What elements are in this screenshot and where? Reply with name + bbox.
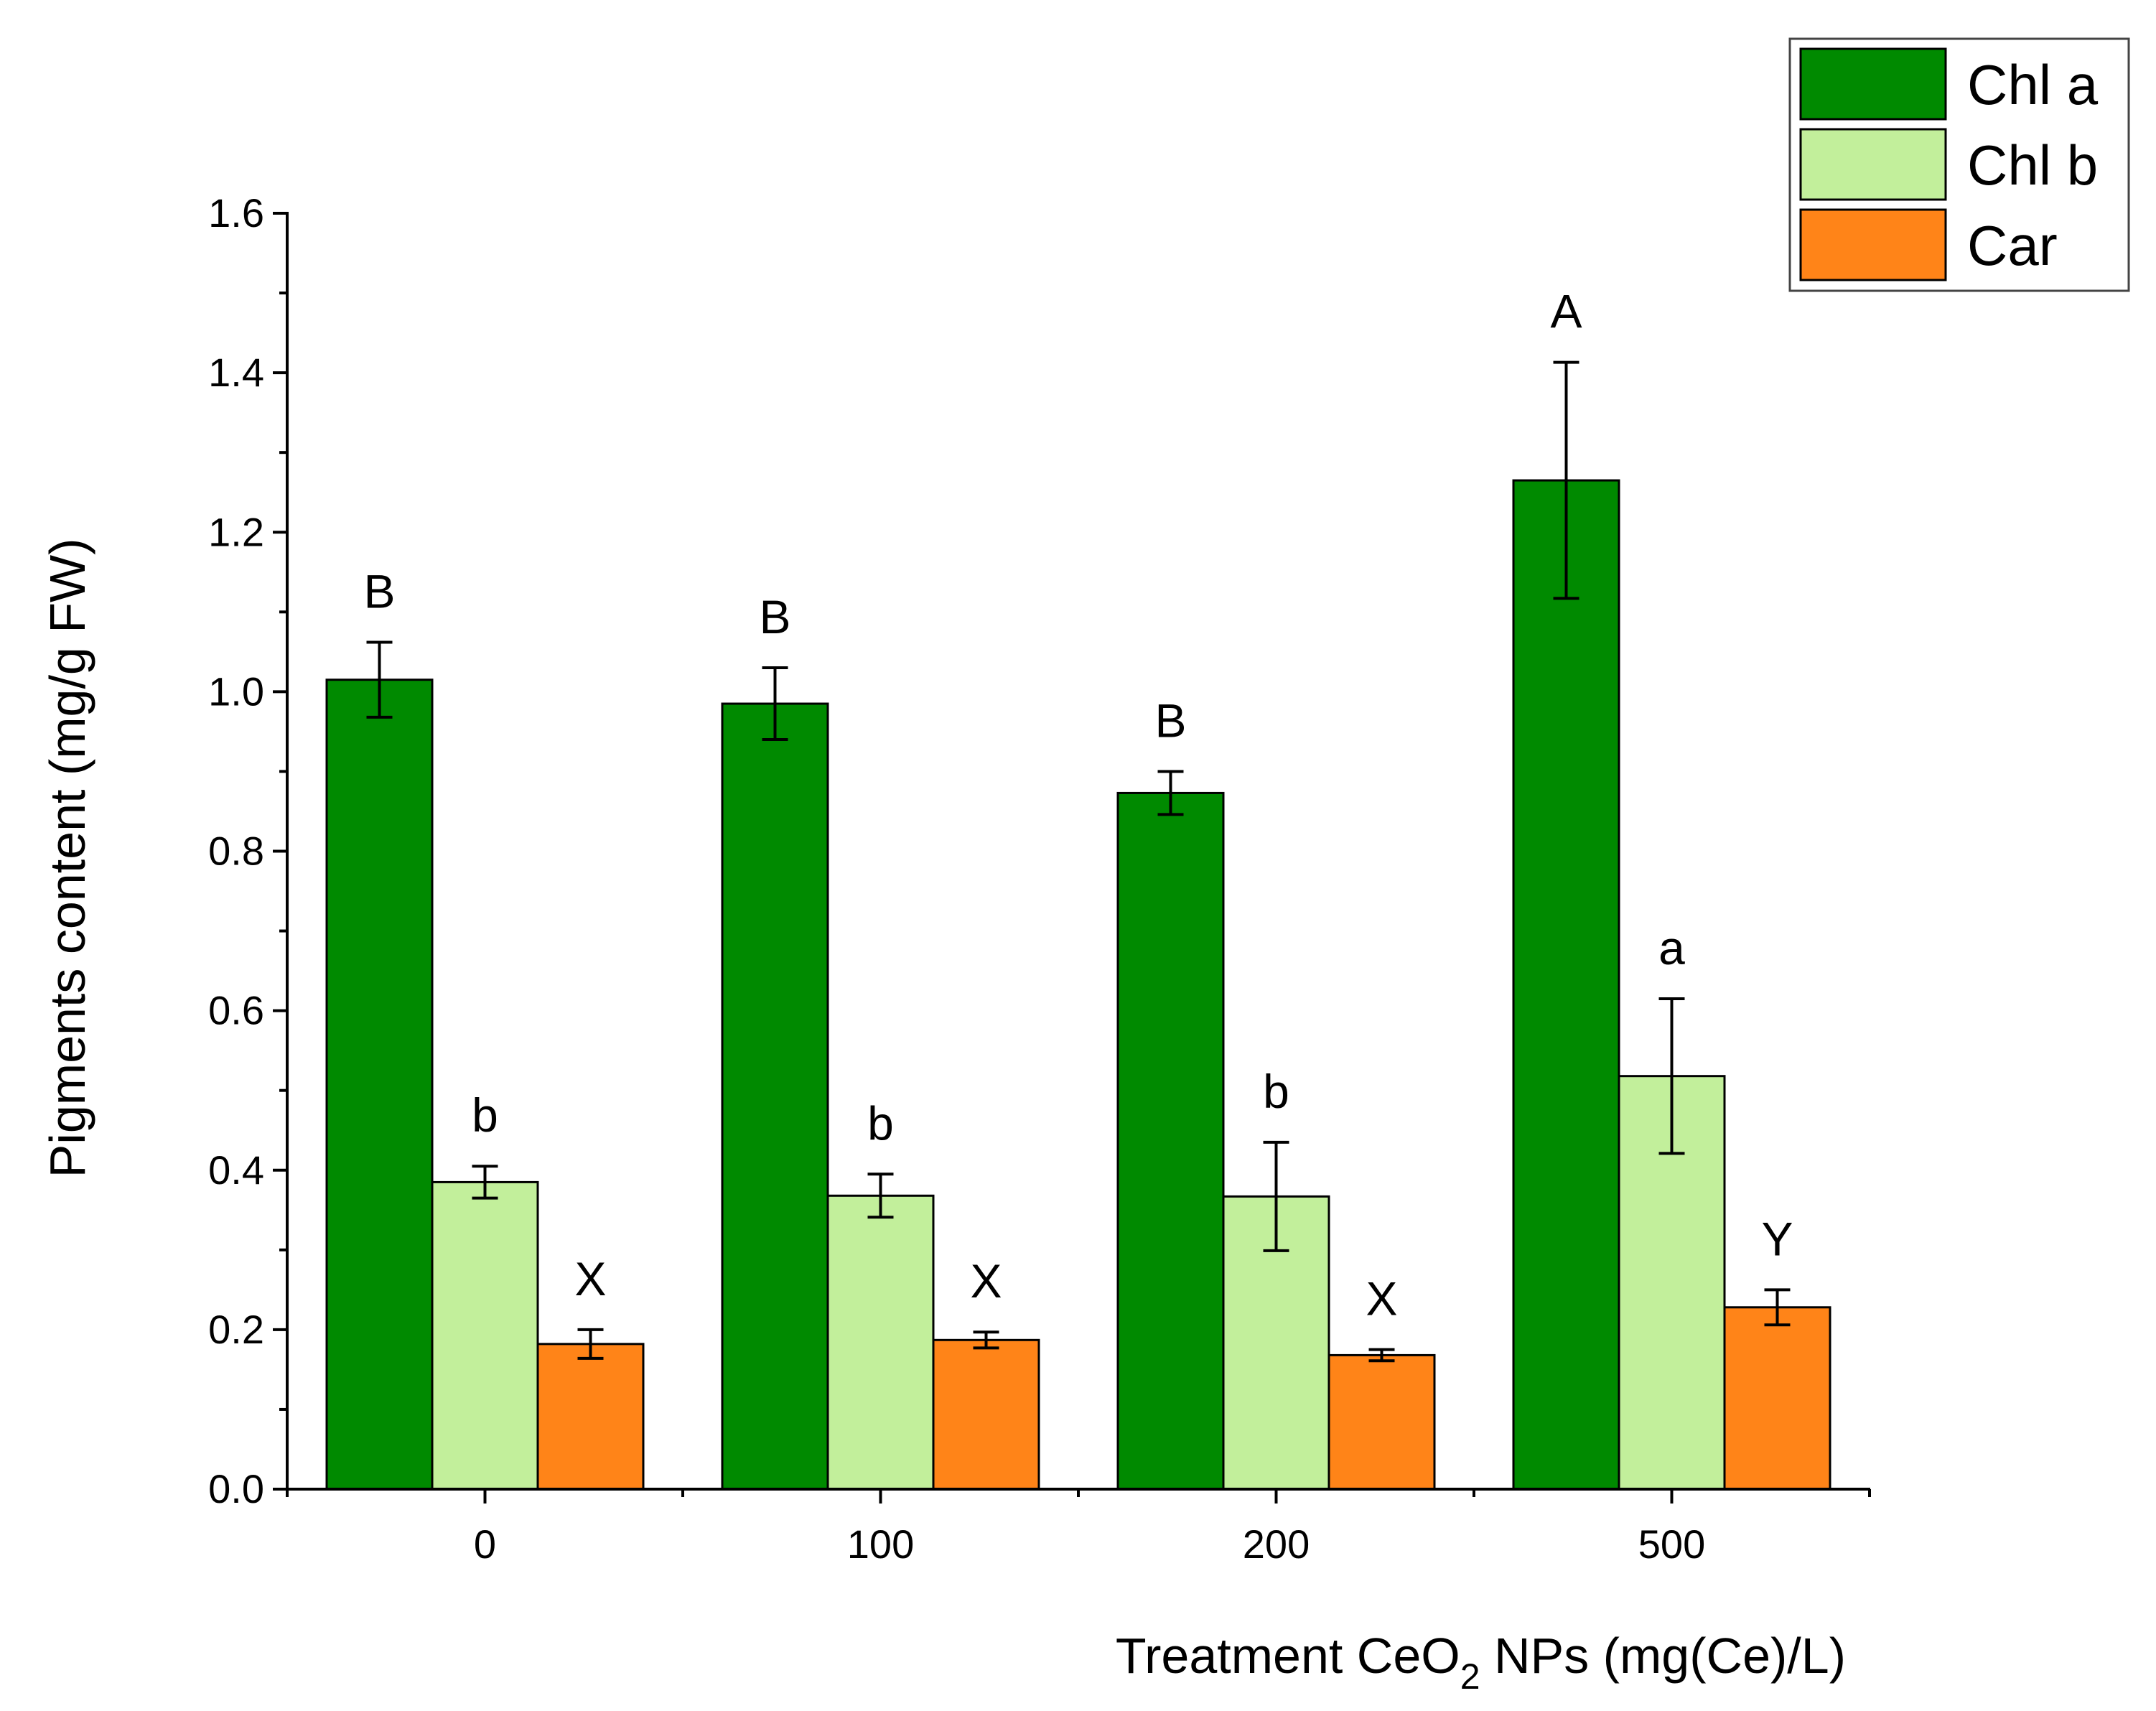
legend-label-car: Car: [1967, 214, 2058, 277]
significance-letter-car-500: Y: [1761, 1212, 1793, 1265]
significance-letter-chl-b-100: b: [867, 1096, 894, 1150]
error-bar-car-0: [577, 1328, 604, 1360]
significance-letter-chl-b-200: b: [1263, 1065, 1289, 1118]
y-tick-label: 1.0: [208, 668, 264, 714]
x-axis-title-suffix: NPs (mg(Ce)/L): [1480, 1628, 1846, 1684]
x-tick-label: 200: [1243, 1521, 1310, 1567]
bar-chl-a-0: [325, 679, 434, 1491]
y-tick-label: 1.4: [208, 350, 264, 395]
error-bar-chl-b-200: [1263, 1140, 1289, 1252]
error-bar-chl-b-100: [867, 1172, 894, 1219]
legend-swatch-chl-b: [1799, 128, 1947, 201]
x-tick-label: 500: [1638, 1521, 1705, 1567]
error-bar-chl-b-500: [1658, 997, 1685, 1155]
bar-chl-b-100: [826, 1194, 935, 1491]
y-axis-title: Pigments content (mg/g FW): [39, 539, 95, 1178]
y-tick-label: 1.2: [208, 509, 264, 554]
significance-letter-car-0: X: [574, 1252, 606, 1305]
bar-chl-a-500: [1512, 479, 1620, 1491]
bars-layer: [325, 479, 1831, 1491]
significance-letter-car-200: X: [1366, 1272, 1397, 1325]
y-tick-label: 0.2: [208, 1307, 264, 1352]
error-bar-chl-a-100: [762, 666, 788, 742]
y-tick-label: 0.8: [208, 829, 264, 874]
y-tick-label: 0.4: [208, 1147, 264, 1193]
bar-car-100: [932, 1338, 1040, 1491]
bar-chl-a-100: [721, 702, 829, 1491]
error-bar-chl-a-200: [1157, 770, 1184, 816]
significance-letter-chl-a-200: B: [1154, 694, 1186, 747]
significance-letter-chl-a-100: B: [759, 590, 790, 643]
significance-letter-chl-a-500: A: [1550, 285, 1582, 338]
bar-car-500: [1723, 1306, 1831, 1491]
y-tick-label: 1.6: [208, 190, 264, 236]
error-bar-car-200: [1368, 1348, 1395, 1363]
error-bar-chl-b-0: [472, 1165, 498, 1200]
x-tick-label: 100: [847, 1521, 914, 1567]
error-bar-car-500: [1764, 1288, 1791, 1327]
significance-letter-chl-b-0: b: [472, 1088, 498, 1142]
y-tick-label: 0.6: [208, 988, 264, 1033]
significance-letters-layer: Bb X Bb X Bb X Aa Y: [363, 285, 1793, 1325]
bar-chl-b-0: [431, 1180, 539, 1491]
legend: Chl a Chl b Car: [1788, 37, 2130, 292]
legend-swatch-chl-a: [1799, 47, 1947, 121]
x-axis-title: Treatment CeO2 NPs (mg(Ce)/L): [1116, 1628, 1846, 1697]
bar-chl-a-200: [1116, 791, 1225, 1491]
error-bar-car-100: [973, 1330, 999, 1350]
error-bar-chl-a-500: [1553, 360, 1579, 600]
error-bars-layer: [366, 360, 1791, 1363]
significance-letter-chl-b-500: a: [1658, 921, 1685, 974]
legend-swatch-car: [1799, 208, 1947, 281]
x-tick-label: 0: [474, 1521, 496, 1567]
significance-letter-chl-a-0: B: [363, 565, 395, 618]
legend-label-chl-a: Chl a: [1967, 53, 2099, 116]
x-axis-title-subscript: 2: [1460, 1656, 1480, 1697]
significance-letter-car-100: X: [970, 1254, 1002, 1307]
error-bar-chl-a-0: [366, 640, 393, 719]
bar-car-0: [536, 1343, 645, 1491]
y-tick-label: 0.0: [208, 1466, 264, 1511]
x-axis-title-prefix: Treatment CeO: [1116, 1628, 1460, 1684]
legend-label-chl-b: Chl b: [1967, 134, 2098, 197]
axes-layer: 0.0 0.2 0.4 0.6 0.8 1.0 1.2 1.4 1.6 0 100 200 500: [208, 190, 1871, 1567]
bar-car-200: [1327, 1353, 1436, 1491]
